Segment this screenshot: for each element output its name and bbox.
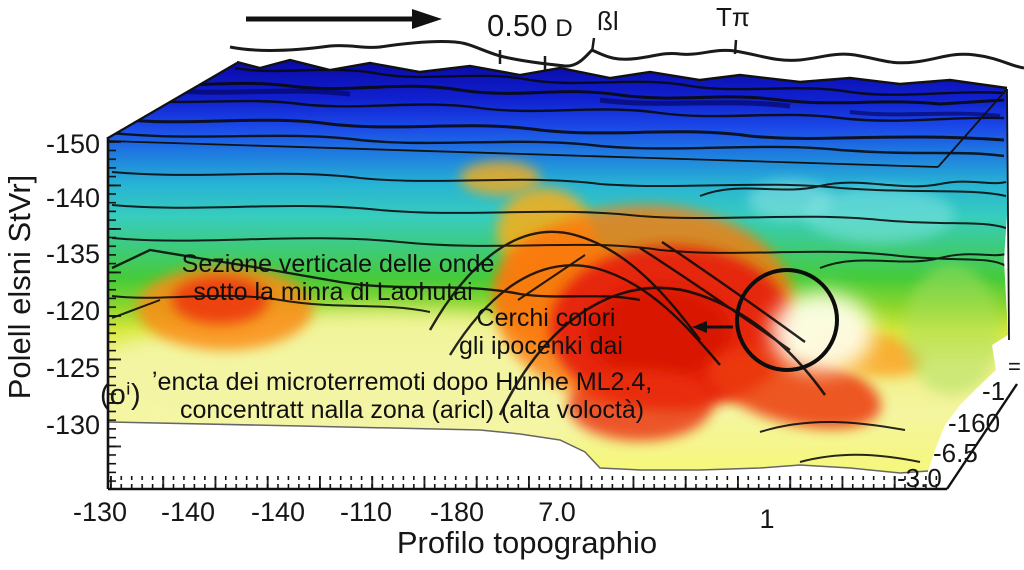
z-tick-1: -160 xyxy=(948,408,1000,438)
y-tick-5: -130 xyxy=(46,410,100,440)
y-tick-0: -150 xyxy=(46,129,100,159)
annotation-hypo-prefix: (oⁱ) xyxy=(100,379,141,411)
contour-lines xyxy=(111,66,1007,463)
annotation-section-line1: Sezione verticale delle onde xyxy=(182,250,495,278)
labels: 0.50 D ßl Tπ -150 -140 -135 -120 -125 -13… xyxy=(2,2,1021,560)
z-edge-partial-label: = xyxy=(1008,354,1021,379)
annotation-section-line2: sotto la minra di Laohutai xyxy=(193,278,472,306)
x-axis-label: Profilo topographio xyxy=(397,525,657,560)
profile-benchmark-ticks xyxy=(498,37,738,70)
x-axis-major-ticks xyxy=(110,476,946,488)
y-tick-1: -140 xyxy=(46,183,100,213)
x-tick-2: -140 xyxy=(251,497,305,527)
y-tick-2: -135 xyxy=(46,239,100,269)
x-tick-1: -140 xyxy=(161,497,215,527)
profile-marker-right: Tπ xyxy=(716,2,750,32)
topographic-profile-line xyxy=(229,39,1024,70)
surface-anomalies xyxy=(108,161,1000,454)
profile-marker-left: ßl xyxy=(597,6,619,36)
box-edges xyxy=(107,58,1010,341)
x-tick-3: -110 xyxy=(340,497,392,527)
x-tick-4: -180 xyxy=(430,497,484,527)
annotation-circles-line1: Cerchi colori xyxy=(477,304,616,332)
y-axis-label: Polell elsni StVr] xyxy=(2,175,37,400)
z-tick-3: -3.0 xyxy=(897,463,942,493)
z-axis-diagonal xyxy=(946,383,1018,490)
x-tick-6: 1 xyxy=(759,504,774,534)
z-tick-0: -1 xyxy=(982,376,1005,406)
axes xyxy=(106,137,1018,491)
y-tick-3: -120 xyxy=(46,296,100,326)
y-axis-major-ticks xyxy=(109,141,122,487)
annotation-hypo-line1: ʼencta dei microterremoti dopo Hunhe ML2… xyxy=(152,368,652,396)
pointer-arrow xyxy=(692,321,733,333)
hypocenter-circle-annotation xyxy=(735,268,839,372)
x-tick-5: 7.0 xyxy=(538,497,576,527)
scale-label: 0.50 D xyxy=(487,8,573,43)
annotation-circles-line2: gli ipocenki dai xyxy=(459,332,623,360)
y-tick-4: -125 xyxy=(46,353,100,383)
x-tick-0: -130 xyxy=(73,497,127,527)
direction-arrow xyxy=(246,9,442,29)
surface-bottom-boundary xyxy=(107,421,929,474)
annotation-hypo-line2: concentratt nalla zona (aricl) (alta vol… xyxy=(180,396,644,424)
z-tick-2: -6.5 xyxy=(933,438,978,468)
